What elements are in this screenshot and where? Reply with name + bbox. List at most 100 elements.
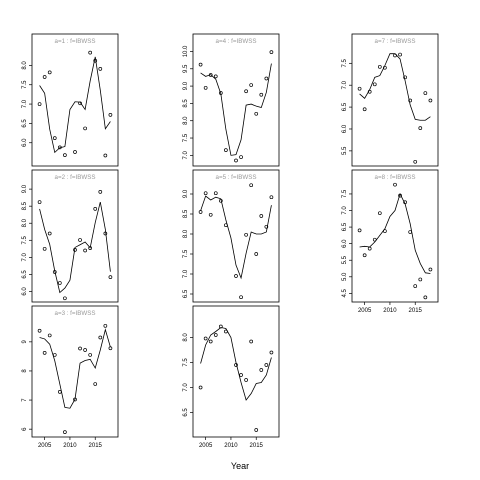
x-tick-label: 2005 xyxy=(38,443,52,449)
data-point xyxy=(383,229,387,233)
y-tick-label: 6.0 xyxy=(342,124,348,133)
data-point xyxy=(372,82,377,87)
series-line xyxy=(39,56,111,154)
data-point xyxy=(208,212,213,217)
y-tick-label: 8 xyxy=(22,369,28,373)
data-point xyxy=(57,390,62,394)
x-tick-label: 2005 xyxy=(199,443,213,449)
data-point xyxy=(203,336,208,341)
data-point xyxy=(213,191,218,196)
data-point xyxy=(37,102,42,106)
data-point xyxy=(73,247,77,252)
data-point xyxy=(213,333,218,337)
data-point xyxy=(93,207,98,211)
data-point xyxy=(362,107,367,112)
y-tick-label: 8.0 xyxy=(183,333,189,342)
y-tick-label: 7 xyxy=(22,398,28,402)
panel-frame xyxy=(31,169,119,303)
panel-strip-label: a=4 : f=IBWSS xyxy=(216,38,257,45)
panel-a4: a=4 : f=IBWSS 7.0 7.5 8.0 8.5 9.0 9.5 10.0 xyxy=(183,33,280,167)
y-tick-label: 7.0 xyxy=(342,80,348,89)
data-point xyxy=(239,155,243,159)
y-tick-label: 7.5 xyxy=(183,358,189,367)
data-point xyxy=(83,348,87,352)
data-point xyxy=(37,200,42,204)
data-point xyxy=(418,277,423,282)
panel-strip-label: a=8 : f=IBWSS xyxy=(375,174,416,181)
panel-a8: a=8 : f=IBWSS 4.5 5.0 5.5 6.0 6.5 7.0 7.5 2005 20… xyxy=(342,169,439,314)
data-point xyxy=(93,58,98,63)
y-tick-label: 9.5 xyxy=(183,64,189,73)
panel-frame xyxy=(192,305,280,438)
data-point xyxy=(377,64,382,69)
data-point xyxy=(98,67,103,71)
panel-a2: a=2 : f=IBWSS 6.0 6.5 7.0 7.5 8.0 8.5 9.0 xyxy=(22,169,119,303)
data-point xyxy=(393,182,397,187)
x-tick-label: 2015 xyxy=(409,308,423,314)
data-point xyxy=(78,101,82,106)
data-point xyxy=(259,214,264,218)
y-tick-label: 5.5 xyxy=(342,146,348,155)
data-point xyxy=(218,91,223,95)
data-point xyxy=(428,267,433,272)
y-tick-label: 6.5 xyxy=(183,289,189,298)
series-line xyxy=(200,327,272,401)
x-tick-label: 2010 xyxy=(224,443,238,449)
y-tick-label: 6.5 xyxy=(22,119,28,128)
data-point xyxy=(234,274,238,278)
data-point xyxy=(63,430,67,434)
panel-a1: a=1 : f=IBWSS 6.0 6.5 7.0 7.5 8.0 xyxy=(22,33,119,167)
y-tick-label: 7.0 xyxy=(22,253,28,262)
y-tick-label: 7.0 xyxy=(183,383,189,392)
panel-a7: a=7 : f=IBWSS 5.5 6.0 6.5 7.0 7.5 xyxy=(342,33,439,167)
data-point xyxy=(362,253,367,258)
data-point xyxy=(428,98,433,103)
y-tick-label: 8.5 xyxy=(22,201,28,210)
data-point xyxy=(367,89,372,94)
data-point xyxy=(234,363,238,367)
panel-frame xyxy=(351,33,439,167)
data-point xyxy=(108,113,113,117)
y-tick-label: 9.0 xyxy=(22,184,28,193)
data-point xyxy=(93,382,98,386)
y-tick-label: 7.5 xyxy=(183,133,189,142)
data-point xyxy=(403,75,407,80)
data-point xyxy=(108,346,113,351)
x-tick-label: 2005 xyxy=(358,308,372,314)
y-tick-label: 8.0 xyxy=(22,218,28,227)
series-line xyxy=(200,195,272,280)
data-point xyxy=(198,385,203,390)
data-point xyxy=(63,296,67,301)
data-point xyxy=(42,351,47,355)
x-axis-title: Year xyxy=(231,461,249,471)
data-point xyxy=(239,295,243,300)
panel-strip-label: a=2 : f=IBWSS xyxy=(55,174,96,181)
data-point xyxy=(208,339,213,344)
data-point xyxy=(249,83,254,87)
data-point xyxy=(203,191,208,196)
x-tick-label: 2010 xyxy=(383,308,397,314)
data-point xyxy=(198,210,203,214)
data-point xyxy=(208,73,213,77)
data-point xyxy=(398,193,402,198)
data-point xyxy=(52,136,57,140)
data-point xyxy=(42,75,47,79)
series-line xyxy=(200,63,272,156)
data-point xyxy=(108,275,113,279)
y-tick-label: 7.5 xyxy=(22,80,28,89)
y-tick-label: 7.5 xyxy=(183,249,189,258)
data-point xyxy=(78,238,82,242)
data-point xyxy=(357,86,362,91)
y-tick-label: 6.5 xyxy=(342,102,348,111)
y-tick-label: 10.0 xyxy=(183,45,189,57)
data-point xyxy=(218,198,223,203)
data-point xyxy=(244,89,248,94)
data-point xyxy=(88,50,93,55)
data-point xyxy=(52,270,57,274)
data-point xyxy=(259,92,264,97)
y-tick-label: 6.0 xyxy=(22,287,28,296)
data-point xyxy=(83,248,87,253)
data-point xyxy=(203,85,208,90)
data-point xyxy=(249,183,254,188)
